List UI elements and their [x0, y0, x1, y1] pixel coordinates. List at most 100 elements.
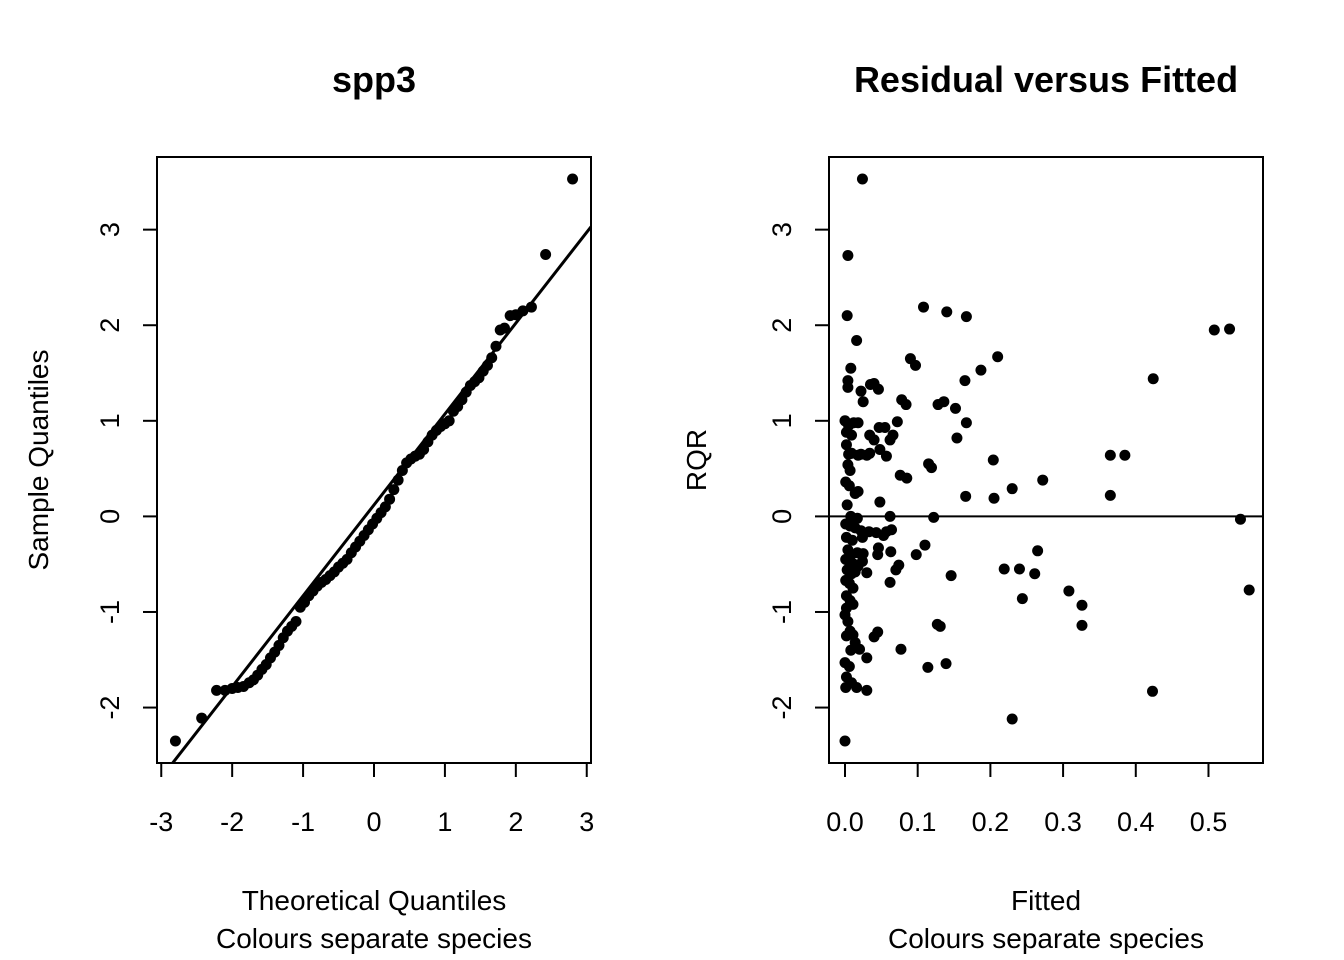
data-point	[841, 499, 853, 511]
data-point	[884, 510, 896, 522]
data-point	[992, 351, 1004, 363]
data-point	[486, 352, 498, 364]
qq-subtitle: Colours separate species	[216, 923, 532, 954]
data-point	[895, 643, 907, 655]
residual-x-axis-label: Fitted	[1011, 885, 1081, 916]
data-point	[567, 173, 579, 185]
x-tick-label: 1	[437, 807, 452, 837]
y-tick-label: -2	[95, 696, 125, 720]
data-point	[1037, 474, 1049, 486]
x-tick-label: 0.1	[899, 807, 937, 837]
data-point	[169, 735, 181, 747]
data-point	[868, 434, 880, 446]
data-point	[998, 563, 1010, 575]
x-tick-label: 0.0	[826, 807, 864, 837]
data-point	[1104, 449, 1116, 461]
y-tick-label: 2	[767, 318, 797, 333]
data-point	[872, 383, 884, 395]
data-point	[872, 549, 884, 561]
qq-plot-frame	[156, 156, 592, 764]
data-point	[861, 567, 873, 579]
data-point	[849, 566, 861, 578]
data-point	[887, 429, 899, 441]
data-point	[857, 396, 869, 408]
data-point	[392, 474, 404, 486]
data-point	[872, 626, 884, 638]
data-point	[910, 549, 922, 561]
data-point	[919, 539, 931, 551]
data-point	[885, 546, 897, 558]
data-point	[843, 480, 855, 492]
data-point	[1029, 568, 1041, 580]
data-point	[840, 439, 852, 451]
residual-y-axis-label: RQR	[681, 429, 712, 491]
x-tick-label: 0.2	[972, 807, 1010, 837]
residual-panel: Residual versus Fitted 0.0 0.1 0.2 0.3 0.4 0.…	[681, 59, 1264, 954]
data-point	[1032, 545, 1044, 557]
x-tick-label: 2	[508, 807, 523, 837]
data-point	[988, 492, 1000, 504]
y-tick-label: 3	[767, 222, 797, 237]
data-point	[945, 570, 957, 582]
data-point	[517, 305, 529, 317]
y-tick-label: 1	[95, 413, 125, 428]
data-point	[941, 306, 953, 318]
qq-x-axis: -3 -2 -1 0 1 2 3	[149, 762, 594, 837]
data-point	[525, 301, 537, 313]
data-point	[886, 524, 898, 536]
data-point	[922, 661, 934, 673]
data-point	[1016, 593, 1028, 605]
data-point	[949, 402, 961, 414]
data-point	[840, 630, 852, 642]
data-point	[1006, 483, 1018, 495]
data-point	[884, 576, 896, 588]
data-point	[1013, 563, 1025, 575]
data-point	[856, 173, 868, 185]
data-point	[851, 512, 863, 524]
residual-x-axis: 0.0 0.1 0.2 0.3 0.4 0.5	[826, 762, 1228, 837]
data-point	[1076, 619, 1088, 631]
y-tick-label: -1	[767, 600, 797, 624]
data-point	[910, 359, 922, 371]
data-point	[960, 417, 972, 429]
data-point	[1224, 323, 1236, 335]
data-point	[854, 643, 866, 655]
data-point	[1147, 373, 1159, 385]
data-point	[845, 644, 857, 656]
data-point	[1076, 599, 1088, 611]
data-point	[878, 530, 890, 542]
data-point	[1063, 585, 1075, 597]
data-point	[1147, 685, 1159, 697]
data-point	[842, 381, 854, 393]
data-point	[926, 462, 938, 474]
data-point	[211, 684, 223, 696]
data-point	[1243, 584, 1255, 596]
data-point	[1119, 449, 1131, 461]
data-point	[845, 362, 857, 374]
x-tick-label: -2	[220, 807, 244, 837]
y-tick-label: 3	[95, 222, 125, 237]
data-point	[852, 486, 864, 498]
y-tick-label: 0	[767, 509, 797, 524]
data-point	[851, 335, 863, 347]
data-point	[846, 429, 858, 441]
qq-panel: spp3 -3 -2 -1 0 1 2 3 -2 -1 0 1 2 3 Theoretical Qua…	[23, 59, 594, 954]
x-tick-label: 0.5	[1190, 807, 1228, 837]
data-point	[443, 415, 455, 427]
qq-plot-title: spp3	[332, 59, 416, 100]
data-point	[1006, 713, 1018, 725]
data-point	[951, 432, 963, 444]
y-tick-label: 2	[95, 318, 125, 333]
data-point	[847, 582, 859, 594]
y-tick-label: -2	[767, 696, 797, 720]
data-point	[384, 493, 396, 505]
data-point	[975, 364, 987, 376]
data-point	[864, 378, 876, 390]
data-point	[851, 681, 863, 693]
qq-y-axis-label: Sample Quantiles	[23, 349, 54, 570]
data-point	[855, 385, 867, 397]
residual-plot-frame	[828, 156, 1264, 764]
data-point	[841, 310, 853, 322]
data-point	[874, 496, 886, 508]
